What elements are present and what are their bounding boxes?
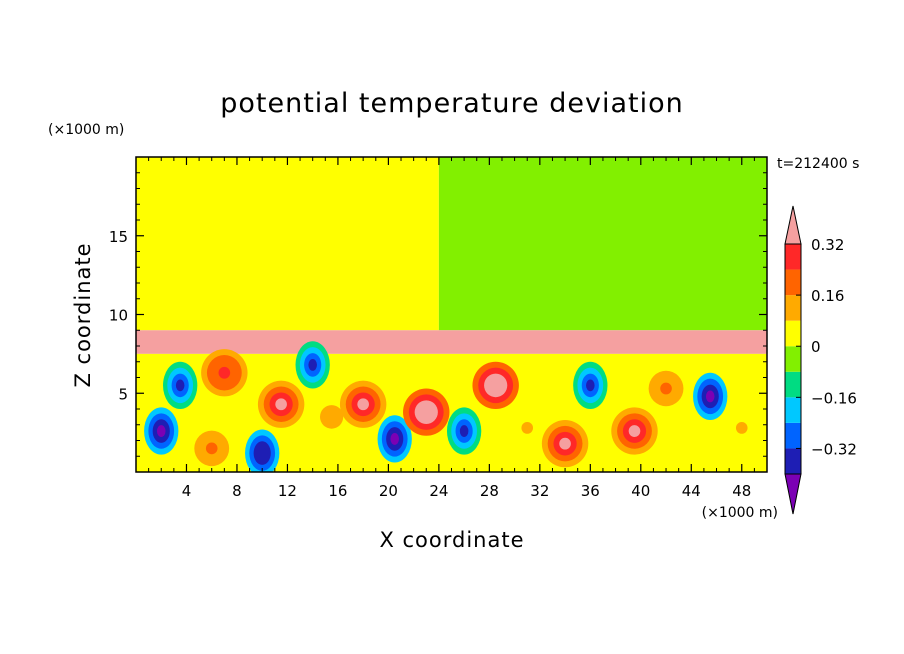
- eddy-feature-19: [718, 404, 765, 452]
- colorbar-band: [785, 397, 801, 423]
- eddy-contour-14-3: [559, 437, 571, 450]
- eddy-feature-17: [642, 364, 690, 413]
- eddy-contour-7-3: [325, 410, 338, 423]
- colorbar-tick-label: 0.32: [811, 236, 844, 254]
- eddy-feature-4: [245, 429, 280, 472]
- colorbar-band: [785, 295, 801, 321]
- eddy-feature-10: [403, 388, 450, 436]
- eddy-contour-1-3: [175, 379, 185, 392]
- eddy-contour-0-3: [156, 425, 166, 437]
- colorbar-band: [785, 269, 801, 296]
- eddy-contour-10-3: [420, 406, 433, 419]
- eddy-feature-0: [144, 407, 179, 455]
- colorbar-tick-label: 0: [811, 338, 821, 356]
- x-tick-label: 20: [379, 482, 398, 500]
- eddy-feature-8: [339, 380, 387, 428]
- x-tick-label: 48: [732, 482, 751, 500]
- eddy-feature-15: [573, 361, 608, 409]
- x-tick-label: 36: [581, 482, 600, 500]
- colorbar-tick-label: −0.32: [811, 440, 857, 458]
- colorbar-band: [785, 448, 801, 474]
- eddy-contour-12-3: [489, 379, 502, 392]
- chart-title: potential temperature deviation: [220, 88, 683, 119]
- colorbar-extend-low: [784, 473, 802, 515]
- eddy-contour-2-3: [205, 442, 218, 455]
- eddy-contour-17-3: [660, 382, 672, 395]
- x-axis: 4 8 12 16 20 24 28 32 36 40 44 48: [148, 157, 755, 500]
- eddy-contour-5-3: [275, 398, 287, 411]
- eddy-feature-18: [693, 372, 728, 421]
- colorbar-tick-label: −0.16: [811, 389, 857, 407]
- colorbar-frame: [784, 243, 802, 475]
- x-unit-label: (×1000 m): [702, 505, 778, 521]
- eddy-feature-3: [201, 349, 248, 397]
- eddy-feature-16: [611, 407, 658, 455]
- x-tick-label: 12: [278, 482, 297, 500]
- eddy-contour-8-3: [357, 398, 369, 411]
- eddy-feature-1: [163, 361, 198, 409]
- eddy-feature-5: [257, 380, 305, 428]
- eddy-feature-11: [446, 407, 482, 455]
- x-tick-label: 8: [232, 482, 242, 500]
- x-tick-label: 24: [429, 482, 448, 500]
- field-region-2: [136, 330, 767, 354]
- eddy-contour-19-3: [735, 421, 748, 434]
- eddy-contour-11-3: [459, 425, 469, 437]
- colorbar-tick-label: 0.16: [811, 287, 844, 305]
- eddy-feature-9: [377, 415, 412, 463]
- y-axis-label: Z coordinate: [71, 242, 95, 387]
- x-tick-label: 40: [631, 482, 650, 500]
- eddy-contour-3-3: [218, 366, 231, 379]
- colorbar-band: [785, 422, 801, 449]
- field-region-1: [438, 157, 767, 331]
- eddy-contour-6-3: [308, 358, 317, 371]
- eddy-contour-13-3: [521, 421, 534, 434]
- x-tick-label: 16: [328, 482, 347, 500]
- feature-layer: [144, 341, 765, 472]
- y-axis: 5 10 15: [109, 172, 767, 457]
- eddy-feature-12: [472, 361, 519, 409]
- time-label: t=212400 s: [777, 156, 859, 172]
- y-tick-label: 10: [109, 307, 128, 325]
- colorbar-band: [785, 371, 801, 398]
- eddy-contour-15-3: [586, 379, 595, 392]
- y-unit-label: (×1000 m): [48, 122, 124, 138]
- x-tick-label: 32: [530, 482, 549, 500]
- colorbar-band: [785, 320, 801, 347]
- colorbar: −0.32 −0.16 0 0.16 0.32: [784, 205, 857, 515]
- colorbar-band: [785, 346, 801, 372]
- y-tick-label: 5: [118, 385, 128, 403]
- x-tick-label: 44: [682, 482, 701, 500]
- eddy-contour-16-3: [628, 425, 641, 437]
- eddy-contour-18-3: [705, 390, 715, 403]
- x-axis-label: X coordinate: [379, 528, 524, 552]
- y-tick-label: 15: [109, 228, 128, 246]
- colorbar-band: [785, 244, 801, 270]
- eddy-feature-13: [503, 404, 551, 452]
- colorbar-extend-high: [784, 205, 802, 245]
- eddy-contour-4-3: [257, 447, 267, 460]
- eddy-feature-14: [541, 420, 589, 468]
- field-region-0: [136, 157, 439, 331]
- plot-area: [136, 157, 767, 472]
- eddy-feature-6: [295, 341, 330, 389]
- x-tick-label: 28: [480, 482, 499, 500]
- eddy-contour-9-3: [390, 433, 400, 445]
- eddy-feature-2: [188, 424, 235, 472]
- x-tick-label: 4: [182, 482, 192, 500]
